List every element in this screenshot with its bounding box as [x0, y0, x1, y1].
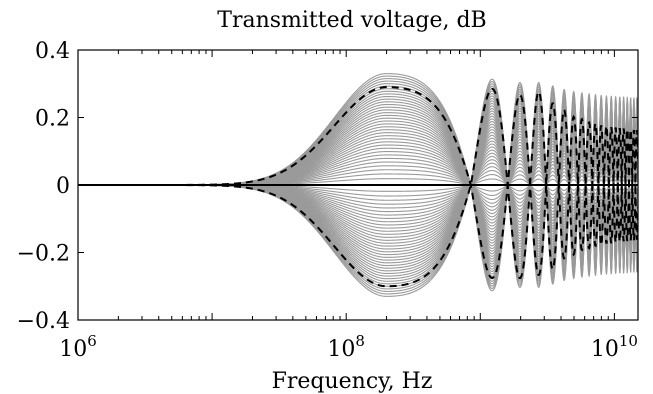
y-tick-label: 0.4: [35, 39, 70, 64]
x-axis-label: Frequency, Hz: [272, 369, 433, 394]
axis-ticks: [77, 49, 638, 321]
x-tick-label: 106: [59, 332, 97, 362]
dashed-envelope-group: [78, 86, 638, 288]
y-tick-label: 0.2: [35, 107, 70, 132]
y-tick-label: −0.2: [17, 242, 70, 267]
dashed-envelope-curve: [78, 87, 638, 288]
chart-title: Transmitted voltage, dB: [217, 8, 486, 33]
y-tick-labels: 0.4 0.2 0 −0.2 −0.4: [17, 39, 70, 334]
x-tick-labels: 106 108 1010: [59, 332, 638, 362]
y-tick-label: 0: [56, 174, 70, 199]
dashed-envelope-curve: [78, 86, 638, 279]
x-tick-label: 108: [327, 332, 365, 362]
y-tick-label: −0.4: [17, 309, 70, 334]
x-tick-label: 1010: [591, 332, 638, 362]
